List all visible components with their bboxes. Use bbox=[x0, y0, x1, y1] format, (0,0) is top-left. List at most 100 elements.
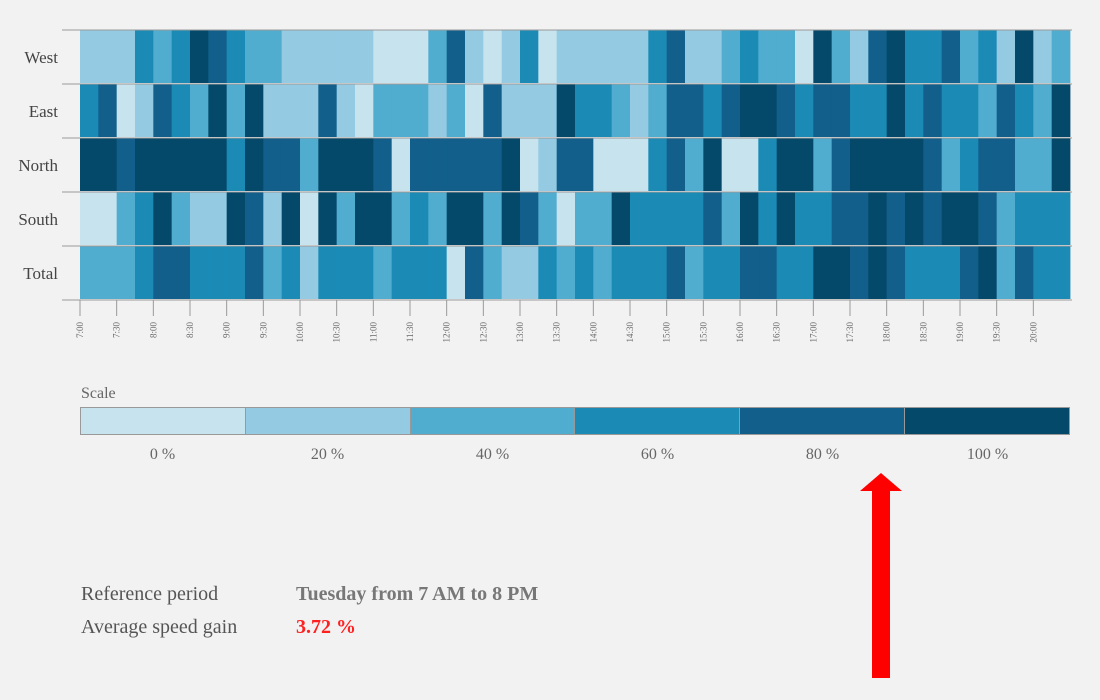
heatmap-cell bbox=[208, 246, 228, 299]
heatmap-cell bbox=[171, 138, 191, 191]
heatmap-cell bbox=[245, 30, 264, 83]
heatmap-cell bbox=[391, 138, 411, 191]
scale-label: 80 % bbox=[805, 446, 840, 463]
heatmap-cell bbox=[776, 246, 796, 299]
heatmap-cell bbox=[611, 246, 631, 299]
heatmap-cell bbox=[1015, 30, 1034, 83]
heatmap-cell bbox=[410, 30, 429, 83]
heatmap-cell bbox=[226, 84, 246, 137]
heatmap-cell bbox=[978, 192, 998, 245]
heatmap-cell bbox=[648, 138, 668, 191]
heatmap-cell bbox=[593, 30, 613, 83]
heatmap-cell bbox=[831, 246, 851, 299]
heatmap-cell bbox=[905, 84, 924, 137]
heatmap-cell bbox=[905, 30, 924, 83]
heatmap-cell bbox=[630, 30, 649, 83]
average-speed-value: 3.72 % bbox=[296, 616, 356, 638]
heatmap-cell bbox=[868, 84, 888, 137]
heatmap-cell bbox=[721, 192, 741, 245]
heatmap-cell bbox=[611, 84, 631, 137]
heatmap-cell bbox=[1051, 138, 1071, 191]
heatmap-cell bbox=[520, 84, 539, 137]
heatmap-cell bbox=[556, 246, 576, 299]
heatmap-cell bbox=[813, 138, 833, 191]
heatmap-cell bbox=[795, 138, 814, 191]
heatmap-cell bbox=[391, 246, 411, 299]
heatmap-cell bbox=[831, 192, 851, 245]
row-label-total: Total bbox=[23, 264, 58, 283]
heatmap-cell bbox=[850, 138, 869, 191]
time-tick-label: 8:30 bbox=[185, 322, 195, 339]
heatmap-cell bbox=[501, 246, 521, 299]
heatmap-cell bbox=[685, 30, 704, 83]
heatmap-cell bbox=[923, 30, 943, 83]
heatmap-cell bbox=[721, 84, 741, 137]
time-tick-label: 12:00 bbox=[442, 322, 452, 343]
scale-label: 60 % bbox=[640, 446, 675, 463]
heatmap-cell bbox=[795, 246, 814, 299]
heatmap-cell bbox=[1051, 246, 1071, 299]
heatmap-cell bbox=[831, 84, 851, 137]
heatmap-cell bbox=[116, 192, 136, 245]
heatmap-cell bbox=[171, 192, 191, 245]
heatmap-cell bbox=[483, 84, 503, 137]
heatmap-cell bbox=[135, 138, 154, 191]
heatmap-cell bbox=[556, 30, 576, 83]
heatmap-cell bbox=[318, 246, 338, 299]
scale-label: 100 % bbox=[966, 446, 1009, 463]
heatmap-cell bbox=[1033, 246, 1053, 299]
heatmap-cell bbox=[391, 192, 411, 245]
scale-label: 0 % bbox=[149, 446, 176, 463]
heatmap-cell bbox=[300, 30, 319, 83]
heatmap-cell bbox=[1015, 138, 1034, 191]
heatmap-cell bbox=[483, 138, 503, 191]
heatmap-cell bbox=[520, 30, 539, 83]
heatmap-cell bbox=[538, 84, 558, 137]
time-tick-label: 17:00 bbox=[808, 322, 818, 343]
heatmap-cell bbox=[593, 246, 613, 299]
time-tick-label: 14:30 bbox=[625, 322, 635, 343]
heatmap-cell bbox=[391, 30, 411, 83]
heatmap-cell bbox=[80, 192, 99, 245]
time-tick-label: 9:00 bbox=[222, 322, 232, 339]
heatmap-cell bbox=[501, 138, 521, 191]
heatmap-cell bbox=[300, 84, 319, 137]
reference-period-row: Reference period Tuesday from 7 AM to 8 … bbox=[81, 578, 538, 611]
scale-swatch bbox=[410, 408, 576, 434]
heatmap-cell bbox=[318, 84, 338, 137]
scale-swatch bbox=[575, 408, 741, 434]
heatmap-cell bbox=[996, 246, 1016, 299]
scale-label: 20 % bbox=[310, 446, 345, 463]
heatmap-cell bbox=[446, 246, 466, 299]
heatmap-cell bbox=[593, 84, 613, 137]
heatmap-cell bbox=[428, 84, 448, 137]
heatmap-cell bbox=[465, 192, 484, 245]
heatmap-cell bbox=[80, 84, 99, 137]
time-tick-label: 17:30 bbox=[845, 322, 855, 343]
heatmap-cell bbox=[648, 84, 668, 137]
heatmap-cell bbox=[245, 84, 264, 137]
heatmap-cell bbox=[1015, 246, 1034, 299]
heatmap-cell bbox=[190, 84, 209, 137]
heatmap-cell bbox=[648, 192, 668, 245]
heatmap-cell bbox=[611, 192, 631, 245]
heatmap-cell bbox=[1051, 30, 1071, 83]
heatmap-cell bbox=[593, 138, 613, 191]
heatmap-cell bbox=[1033, 30, 1053, 83]
time-tick-label: 15:00 bbox=[662, 322, 672, 343]
heatmap-cell bbox=[428, 138, 448, 191]
heatmap-cell bbox=[630, 138, 649, 191]
row-label-south: South bbox=[18, 210, 58, 229]
heatmap-cell bbox=[703, 138, 723, 191]
scale-bar bbox=[80, 407, 1070, 435]
heatmap-cell bbox=[831, 30, 851, 83]
scale-swatch bbox=[245, 408, 411, 434]
time-tick-label: 10:00 bbox=[295, 322, 305, 343]
heatmap-cell bbox=[575, 30, 594, 83]
time-tick-label: 15:30 bbox=[698, 322, 708, 343]
time-tick-label: 8:00 bbox=[148, 322, 158, 339]
heatmap-cell bbox=[556, 192, 576, 245]
info-panel: Reference period Tuesday from 7 AM to 8 … bbox=[81, 578, 538, 644]
heatmap-cell bbox=[80, 246, 99, 299]
heatmap-cell bbox=[336, 246, 356, 299]
